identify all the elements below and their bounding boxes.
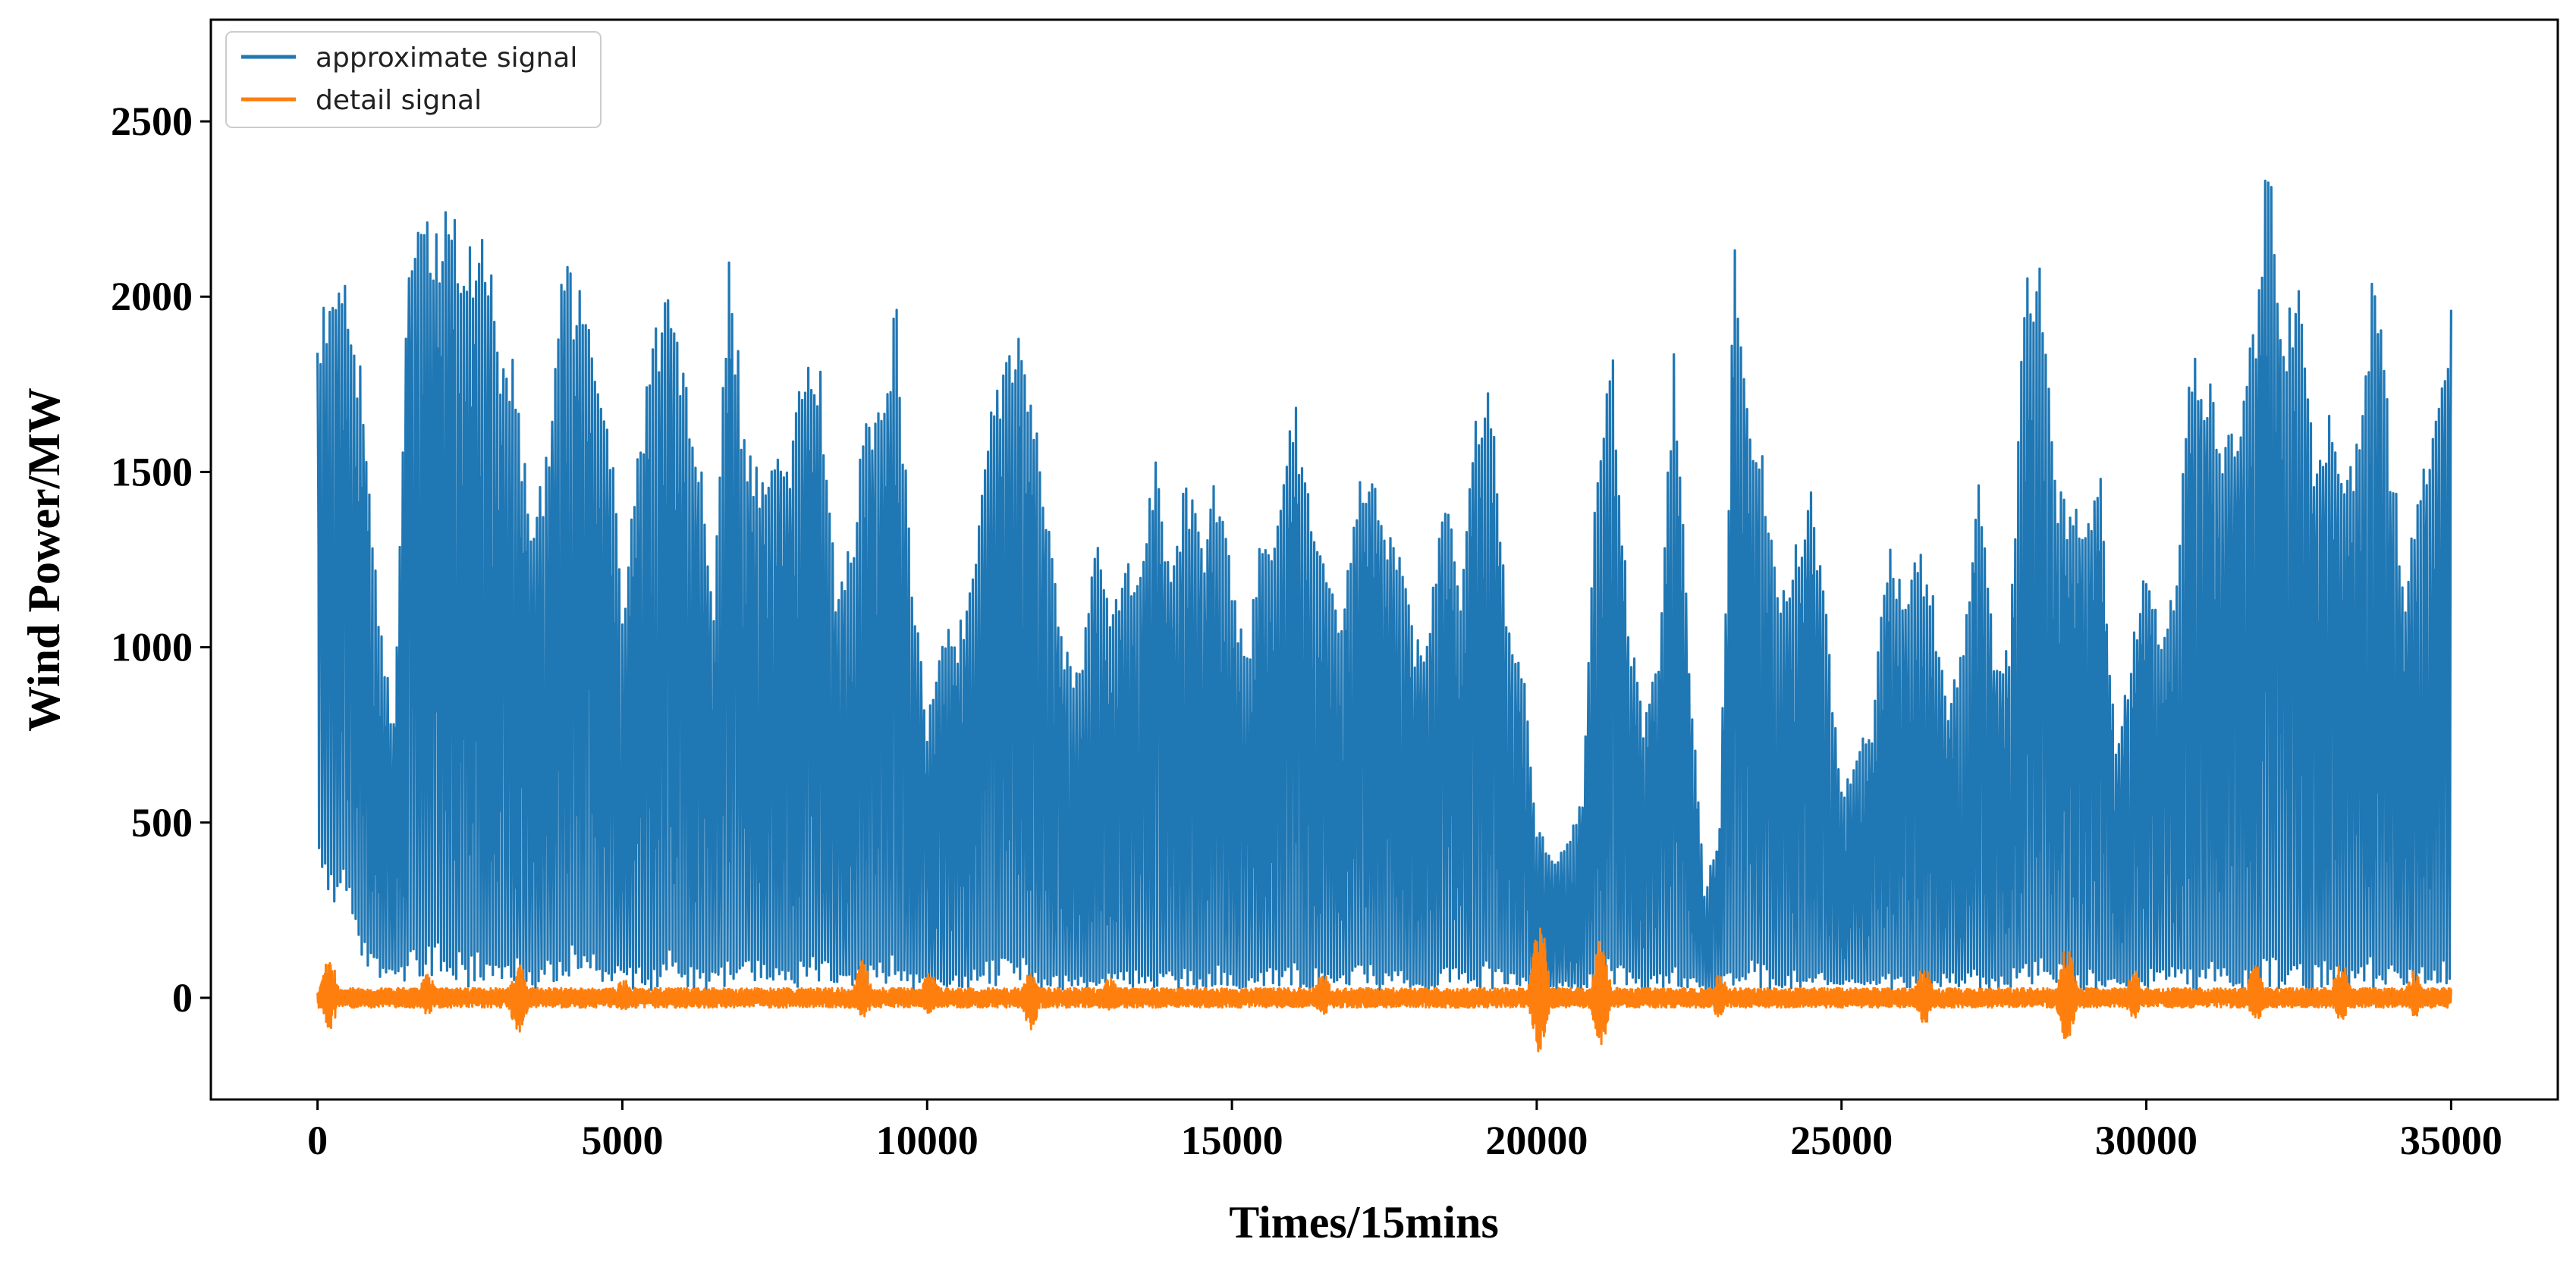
- y-axis-title: Wind Power/MW: [19, 387, 69, 732]
- y-tick-label: 500: [131, 800, 193, 845]
- y-tick-label: 1500: [111, 449, 193, 494]
- legend-label-approximate-signal: approximate signal: [316, 42, 577, 74]
- y-axis: 0 500 1000 1500 2000 2500: [111, 99, 211, 1021]
- x-tick-label: 35000: [2400, 1118, 2502, 1163]
- x-tick-label: 5000: [581, 1118, 663, 1163]
- x-tick-label: 25000: [1790, 1118, 1893, 1163]
- y-tick-label: 0: [172, 975, 193, 1021]
- plot-frame: [209, 18, 2559, 1101]
- legend-label-detail-signal: detail signal: [316, 85, 482, 116]
- x-tick-label: 30000: [2095, 1118, 2197, 1163]
- y-tick-label: 1000: [111, 625, 193, 670]
- series-approximate-signal-line: [316, 179, 2452, 993]
- x-axis: 0 5000 10000 15000 20000 25000 30000 35000: [307, 1099, 2502, 1163]
- x-tick-label: 20000: [1485, 1118, 1588, 1163]
- legend-frame: [225, 31, 602, 128]
- y-tick-label: 2500: [111, 99, 193, 144]
- series-detail-signal-line: [316, 927, 2452, 1052]
- x-tick-label: 15000: [1181, 1118, 1283, 1163]
- x-tick-label: 10000: [876, 1118, 979, 1163]
- series-layer: [316, 179, 2452, 1052]
- x-axis-title: Times/15mins: [1229, 1197, 1499, 1247]
- y-tick-label: 2000: [111, 274, 193, 319]
- legend: approximate signal detail signal: [225, 31, 602, 128]
- x-tick-label: 0: [307, 1118, 328, 1163]
